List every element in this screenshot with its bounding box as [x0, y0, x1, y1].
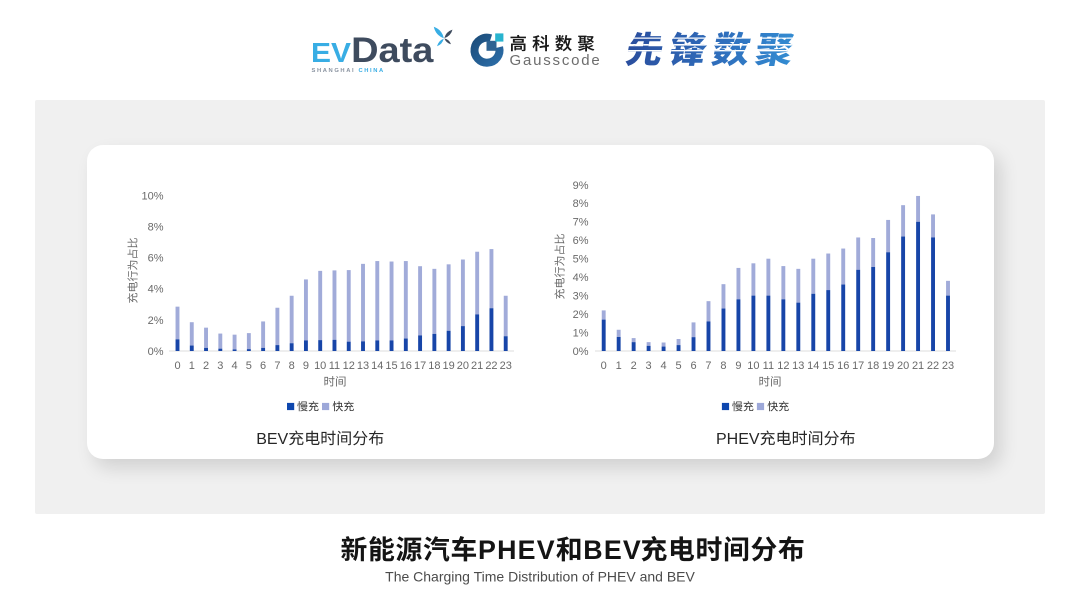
svg-text:5: 5	[675, 360, 681, 372]
svg-text:2: 2	[203, 360, 209, 372]
svg-text:6: 6	[690, 360, 696, 372]
svg-text:4%: 4%	[148, 284, 164, 296]
svg-text:12: 12	[777, 360, 789, 372]
svg-text:2%: 2%	[148, 315, 164, 327]
svg-text:Data: Data	[351, 30, 434, 70]
svg-text:21: 21	[912, 360, 924, 372]
svg-text:PHEV: PHEV	[478, 535, 556, 565]
svg-text:9%: 9%	[573, 180, 589, 192]
svg-text:8: 8	[289, 360, 295, 372]
svg-text:15: 15	[385, 360, 397, 372]
svg-text:BEV: BEV	[583, 535, 642, 565]
svg-text:8: 8	[720, 360, 726, 372]
svg-text:0: 0	[601, 360, 607, 372]
svg-text:6: 6	[260, 360, 266, 372]
svg-text:10: 10	[747, 360, 759, 372]
svg-text:18: 18	[867, 360, 879, 372]
svg-text:19: 19	[443, 360, 455, 372]
svg-text:7: 7	[705, 360, 711, 372]
svg-text:BEV: BEV	[256, 431, 288, 448]
svg-text:20: 20	[457, 360, 469, 372]
svg-text:8%: 8%	[573, 198, 589, 210]
svg-text:13: 13	[792, 360, 804, 372]
svg-text:12: 12	[343, 360, 355, 372]
svg-text:1: 1	[189, 360, 195, 372]
svg-text:23: 23	[942, 360, 954, 372]
svg-text:3: 3	[217, 360, 223, 372]
svg-text:Gausscode: Gausscode	[510, 52, 602, 69]
svg-text:1%: 1%	[573, 327, 589, 339]
svg-text:18: 18	[428, 360, 440, 372]
svg-text:20: 20	[897, 360, 909, 372]
svg-text:5%: 5%	[573, 254, 589, 266]
svg-text:14: 14	[807, 360, 819, 372]
svg-text:0%: 0%	[573, 346, 589, 358]
svg-text:22: 22	[927, 360, 939, 372]
svg-text:2: 2	[631, 360, 637, 372]
svg-text:4: 4	[232, 360, 238, 372]
svg-text:2%: 2%	[573, 309, 589, 321]
svg-text:6%: 6%	[148, 253, 164, 265]
svg-text:6%: 6%	[573, 235, 589, 247]
svg-text:23: 23	[500, 360, 512, 372]
svg-text:7%: 7%	[573, 217, 589, 229]
svg-text:21: 21	[471, 360, 483, 372]
svg-text:PHEV: PHEV	[716, 431, 760, 448]
svg-text:17: 17	[414, 360, 426, 372]
svg-text:9: 9	[303, 360, 309, 372]
svg-text:0%: 0%	[148, 346, 164, 358]
svg-text:10: 10	[314, 360, 326, 372]
svg-text:17: 17	[852, 360, 864, 372]
svg-text:4: 4	[661, 360, 667, 372]
svg-text:7: 7	[274, 360, 280, 372]
svg-text:13: 13	[357, 360, 369, 372]
svg-text:16: 16	[400, 360, 412, 372]
svg-text:16: 16	[837, 360, 849, 372]
svg-text:EV: EV	[311, 38, 352, 69]
svg-text:0: 0	[174, 360, 180, 372]
svg-text:11: 11	[329, 360, 340, 372]
svg-text:3%: 3%	[573, 291, 589, 303]
svg-text:19: 19	[882, 360, 894, 372]
svg-text:The Charging Time Distribution: The Charging Time Distribution of PHEV a…	[385, 569, 695, 585]
svg-text:SHANGHAI CHINA: SHANGHAI CHINA	[312, 68, 385, 74]
svg-text:3: 3	[646, 360, 652, 372]
svg-text:10%: 10%	[141, 190, 163, 202]
svg-text:15: 15	[822, 360, 834, 372]
svg-text:14: 14	[371, 360, 383, 372]
svg-text:22: 22	[485, 360, 497, 372]
svg-text:8%: 8%	[148, 221, 164, 233]
svg-text:4%: 4%	[573, 272, 589, 284]
svg-text:11: 11	[763, 360, 774, 372]
svg-text:9: 9	[735, 360, 741, 372]
svg-text:5: 5	[246, 360, 252, 372]
svg-text:1: 1	[616, 360, 622, 372]
